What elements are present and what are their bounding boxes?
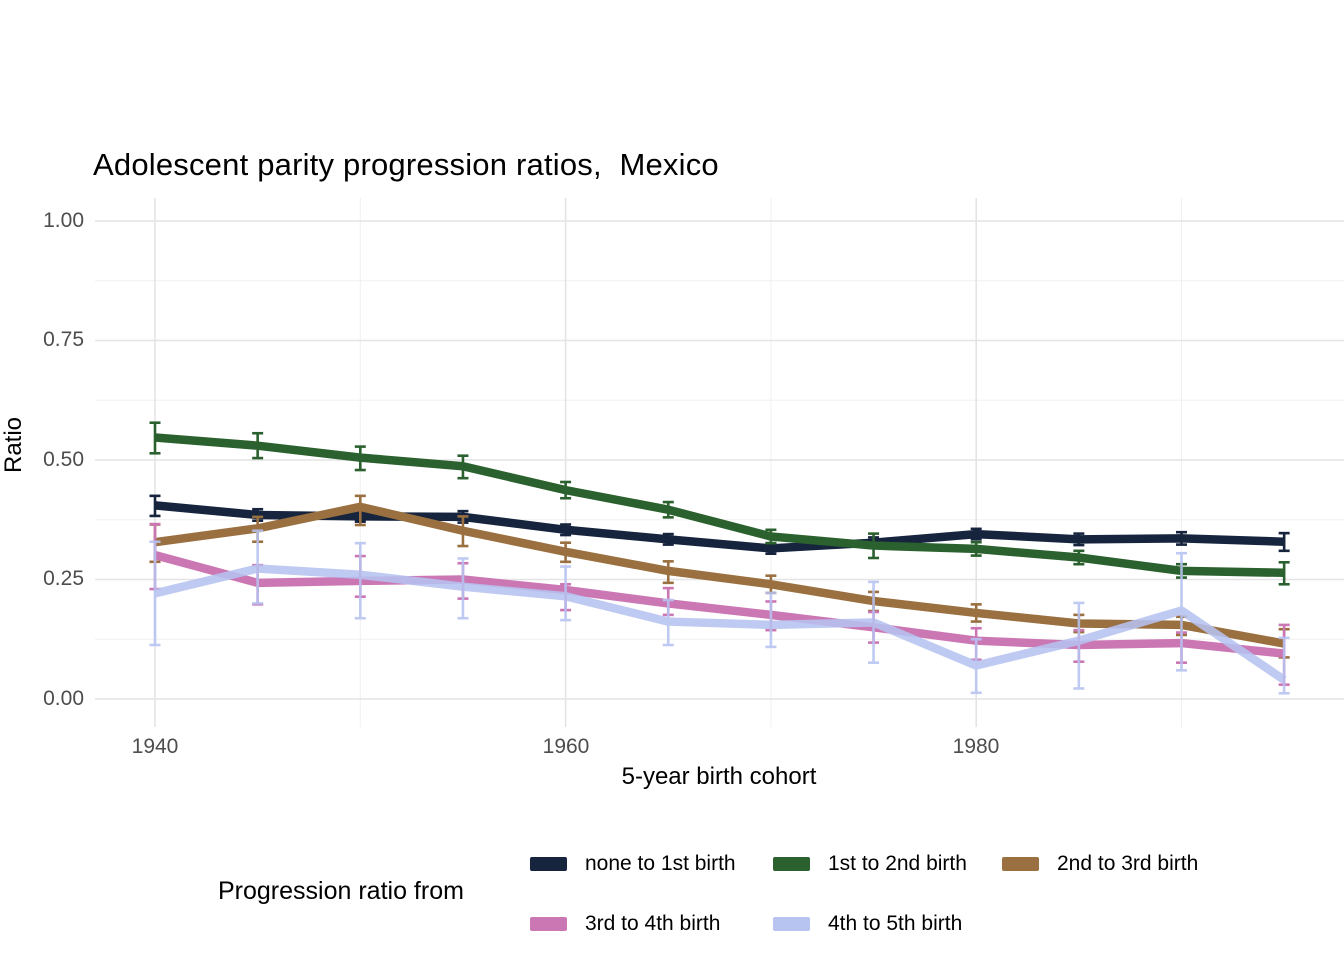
legend-swatch-1st-to-2nd xyxy=(773,857,810,871)
series-1st-to-2nd-birth xyxy=(149,421,1290,586)
x-tick-label: 1960 xyxy=(542,735,590,758)
legend-swatch-3rd-to-4th xyxy=(530,917,567,931)
legend-label-3rd-to-4th: 3rd to 4th birth xyxy=(585,912,721,935)
y-tick-label: 0.75 xyxy=(43,328,84,351)
x-tick-label: 1980 xyxy=(952,735,1000,758)
series-4th-to-5th-birth xyxy=(149,529,1290,695)
y-tick-label: 0.25 xyxy=(43,567,84,590)
legend-label-4th-to-5th: 4th to 5th birth xyxy=(828,912,963,935)
x-tick-label: 1940 xyxy=(131,735,179,758)
y-tick-label: 1.00 xyxy=(43,209,84,232)
legend-label-none-to-1st: none to 1st birth xyxy=(585,852,736,875)
y-tick-label: 0.00 xyxy=(43,687,84,710)
y-axis-title: Ratio xyxy=(0,416,27,474)
chart-title: Adolescent parity progression ratios, Me… xyxy=(93,147,719,182)
x-axis-title: 5-year birth cohort xyxy=(621,763,817,790)
legend-swatch-none-to-1st xyxy=(530,857,567,871)
y-tick-label: 0.50 xyxy=(43,448,84,471)
legend-title: Progression ratio from xyxy=(218,877,464,905)
legend-label-1st-to-2nd: 1st to 2nd birth xyxy=(828,852,967,875)
legend-swatch-2nd-to-3rd xyxy=(1002,857,1039,871)
legend-label-2nd-to-3rd: 2nd to 3rd birth xyxy=(1057,852,1199,875)
legend-swatch-4th-to-5th xyxy=(773,917,810,931)
